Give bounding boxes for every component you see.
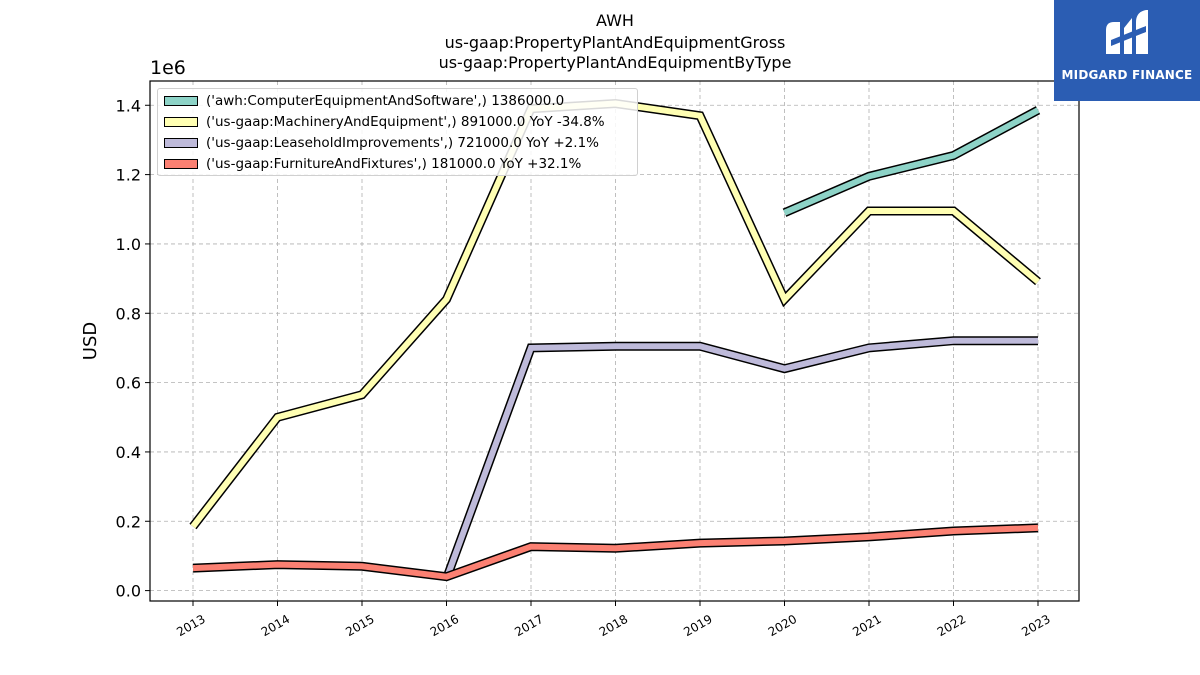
logo-mark-icon	[1106, 10, 1148, 54]
x-tick-label: 2013	[174, 612, 207, 639]
legend-item: ('us-gaap:FurnitureAndFixtures',) 181000…	[164, 155, 581, 173]
series-line	[192, 523, 1039, 582]
y-tick-label: 0.4	[116, 443, 141, 462]
legend-label: ('us-gaap:MachineryAndEquipment',) 89100…	[206, 114, 605, 130]
x-tick-label: 2022	[935, 612, 968, 639]
axis-ticks: 2013 2014 2015 2016 2017 2018 2019 2020 2021 2022…	[116, 96, 1053, 639]
x-tick-label: 2023	[1019, 612, 1052, 639]
chart-title-line-2: us-gaap:PropertyPlantAndEquipmentGross	[444, 33, 786, 52]
legend-label: ('us-gaap:LeaseholdImprovements',) 72100…	[206, 135, 599, 151]
series-line	[782, 106, 1041, 217]
x-tick-label: 2017	[512, 612, 545, 639]
y-axis-label: USD	[80, 322, 101, 360]
legend-item: ('us-gaap:MachineryAndEquipment',) 89100…	[164, 113, 605, 131]
y-tick-label: 1.0	[116, 235, 141, 254]
midgard-finance-logo: MIDGARD FINANCE	[1054, 0, 1200, 101]
x-tick-label: 2021	[850, 612, 883, 639]
x-tick-label: 2014	[259, 612, 292, 639]
y-tick-label: 0.2	[116, 512, 141, 531]
y-tick-label: 1.4	[116, 96, 141, 115]
y-tick-label: 0.8	[116, 304, 141, 323]
x-tick-label: 2016	[428, 612, 461, 639]
series-stroke	[443, 337, 1038, 580]
chart-title-line-1: AWH	[596, 11, 634, 30]
legend-label: ('awh:ComputerEquipmentAndSoftware',) 13…	[206, 93, 565, 109]
y-scale-label: 1e6	[150, 57, 186, 79]
legend-swatch	[164, 159, 198, 169]
x-tick-label: 2019	[681, 612, 714, 639]
x-tick-label: 2015	[343, 612, 376, 639]
legend-label: ('us-gaap:FurnitureAndFixtures',) 181000…	[206, 156, 582, 172]
legend-swatch	[164, 138, 198, 148]
y-tick-label: 0.0	[116, 582, 141, 601]
chart-title-line-3: us-gaap:PropertyPlantAndEquipmentByType	[438, 53, 792, 72]
y-tick-label: 1.2	[116, 166, 141, 185]
plot-frame	[149, 80, 1080, 602]
legend-item: ('awh:ComputerEquipmentAndSoftware',) 13…	[164, 92, 564, 110]
y-tick-label: 0.6	[116, 374, 141, 393]
logo-text: MIDGARD FINANCE	[1061, 68, 1193, 82]
series-stroke	[783, 107, 1040, 216]
legend-swatch	[164, 96, 198, 106]
x-tick-label: 2020	[766, 612, 799, 639]
legend-swatch	[164, 117, 198, 127]
x-tick-label: 2018	[597, 612, 630, 639]
legend-item: ('us-gaap:LeaseholdImprovements',) 72100…	[164, 134, 599, 152]
legend: ('awh:ComputerEquipmentAndSoftware',) 13…	[157, 88, 638, 176]
